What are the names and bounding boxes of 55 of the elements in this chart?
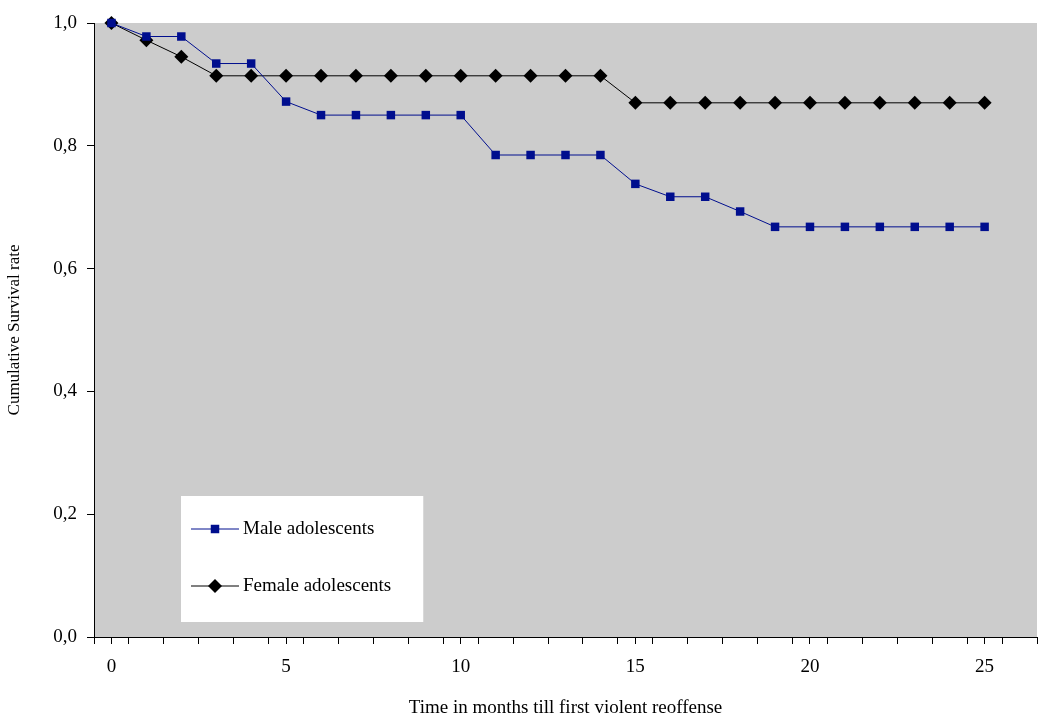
y-tick-label: 0,4 xyxy=(53,379,78,401)
point xyxy=(523,68,538,83)
point xyxy=(735,207,745,216)
point xyxy=(281,97,291,106)
point xyxy=(980,222,989,232)
x-tick-label: 25 xyxy=(975,655,995,677)
legend-label: Male adolescents xyxy=(243,516,375,538)
x-axis-title: Time in months till first violent reoffense xyxy=(408,695,723,717)
point xyxy=(837,95,852,110)
point xyxy=(596,150,605,160)
x-tick-label: 10 xyxy=(451,655,471,677)
x-tick-label: 0 xyxy=(106,655,117,677)
point xyxy=(942,95,957,110)
point xyxy=(561,150,570,160)
point xyxy=(768,95,783,110)
x-tick-label: 15 xyxy=(625,655,645,677)
point xyxy=(977,95,992,110)
point xyxy=(488,68,503,83)
point xyxy=(418,68,433,83)
point xyxy=(802,95,817,110)
point xyxy=(526,150,535,160)
point xyxy=(246,59,256,68)
point xyxy=(348,68,363,83)
point xyxy=(244,68,259,83)
y-tick-label: 0,0 xyxy=(53,624,77,646)
point xyxy=(314,68,329,83)
y-tick-label: 0,6 xyxy=(53,256,77,278)
point xyxy=(209,68,224,83)
point xyxy=(177,32,186,41)
point xyxy=(628,95,643,110)
point xyxy=(453,68,468,83)
x-tick-label: 5 xyxy=(281,655,291,677)
point xyxy=(456,110,465,120)
y-tick-label: 1,0 xyxy=(53,10,77,32)
point xyxy=(872,95,887,110)
point xyxy=(593,68,608,83)
point xyxy=(279,68,294,83)
point xyxy=(558,68,573,83)
y-axis-title: Cumulative Survival rate xyxy=(3,244,23,416)
point xyxy=(631,179,640,189)
point xyxy=(663,95,678,110)
point xyxy=(491,150,500,160)
point xyxy=(733,95,748,110)
point xyxy=(945,222,954,232)
legend-label: Female adolescents xyxy=(243,573,392,595)
y-tick-label: 0,2 xyxy=(53,502,77,524)
point xyxy=(212,59,221,68)
point xyxy=(383,68,398,83)
x-tick-label: 20 xyxy=(800,655,820,677)
point xyxy=(174,49,189,64)
y-tick-label: 0,8 xyxy=(53,133,77,155)
point xyxy=(142,32,151,41)
point xyxy=(907,95,922,110)
point xyxy=(666,192,675,202)
point xyxy=(698,95,713,110)
